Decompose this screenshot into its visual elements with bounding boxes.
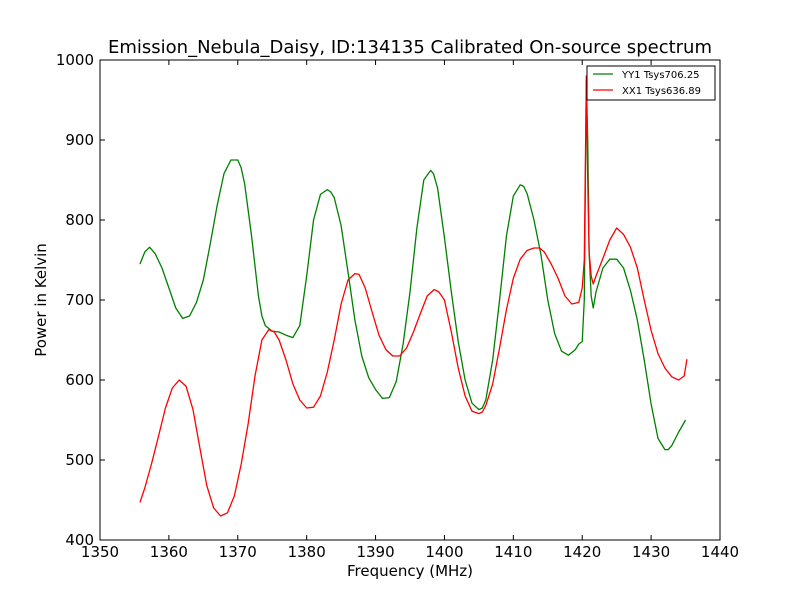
x-tick-label-3: 1380 [288, 543, 326, 561]
x-tick-label-5: 1400 [425, 543, 463, 561]
x-tick-label-1: 1360 [150, 543, 188, 561]
legend-label-xx1: XX1 Tsys636.89 [622, 86, 701, 97]
x-tick-label-6: 1410 [494, 543, 532, 561]
x-tick-label-4: 1390 [356, 543, 394, 561]
y-tick-label-3: 700 [65, 291, 94, 309]
x-tick-label-2: 1370 [219, 543, 257, 561]
x-tick-label-7: 1420 [563, 543, 601, 561]
legend: YY1 Tsys706.25 XX1 Tsys636.89 [586, 65, 716, 101]
y-tick-label-0: 400 [65, 531, 94, 549]
ticks-layer: 1350 1360 1370 1380 1390 1400 1410 1420 1430 1440… [56, 51, 739, 561]
x-axis-label: Frequency (MHz) [347, 562, 473, 580]
plot-area [100, 60, 720, 540]
series-line-0 [139, 79, 687, 451]
y-axis-label: Power in Kelvin [32, 243, 50, 357]
legend-frame [586, 65, 716, 101]
x-tick-label-9: 1440 [701, 543, 739, 561]
y-tick-label-4: 800 [65, 211, 94, 229]
y-tick-label-1: 500 [65, 451, 94, 469]
y-tick-label-6: 1000 [56, 51, 94, 69]
y-tick-label-5: 900 [65, 131, 94, 149]
y-tick-label-2: 600 [65, 371, 94, 389]
chart-title: Emission_Nebula_Daisy, ID:134135 Calibra… [108, 37, 712, 58]
x-tick-label-8: 1430 [632, 543, 670, 561]
x-tick-label-0: 1350 [81, 543, 119, 561]
series-layer [139, 75, 688, 517]
legend-label-yy1: YY1 Tsys706.25 [621, 70, 700, 81]
series-line-1 [139, 75, 688, 517]
